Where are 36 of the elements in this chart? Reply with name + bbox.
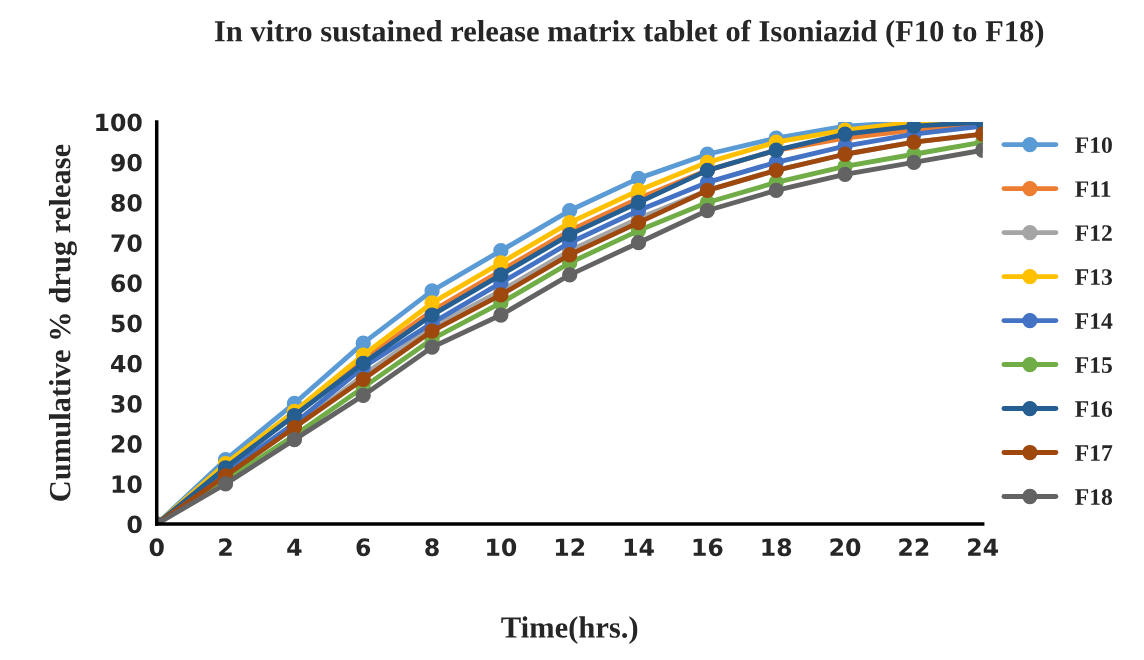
x-tick-label: 4 xyxy=(287,538,302,556)
y-tick-label: 20 xyxy=(111,435,142,453)
legend-label: F15 xyxy=(1075,357,1112,374)
y-tick-label: 50 xyxy=(111,314,142,333)
x-tick-label: 14 xyxy=(624,538,654,556)
y-tick-label: 80 xyxy=(111,193,142,212)
y-tick-label: 10 xyxy=(112,475,142,494)
y-tick-label: 0 xyxy=(127,515,142,534)
legend-label: F17 xyxy=(1075,445,1113,461)
x-tick-label: 18 xyxy=(762,538,792,557)
x-tick-label: 8 xyxy=(425,538,439,557)
y-tick-label: 30 xyxy=(111,394,142,413)
legend-label: F10 xyxy=(1075,137,1112,154)
y-axis-title: Cumulative % drug release xyxy=(48,144,77,501)
y-tick-label: 40 xyxy=(111,354,142,373)
y-tick-label: 90 xyxy=(111,153,142,172)
x-axis-title: Time(hrs.) xyxy=(501,616,638,645)
legend-label: F18 xyxy=(1075,489,1113,505)
x-tick-label: 22 xyxy=(899,538,929,556)
y-tick-label: 100 xyxy=(96,113,142,132)
x-tick-label: 20 xyxy=(830,538,861,557)
legend-label: F11 xyxy=(1075,181,1111,197)
y-tick-label: 60 xyxy=(111,274,142,293)
x-tick-label: 0 xyxy=(149,538,164,557)
x-tick-label: 24 xyxy=(968,538,999,556)
legend-label: F14 xyxy=(1075,313,1113,329)
legend-label: F16 xyxy=(1075,401,1113,418)
legend-label: F13 xyxy=(1075,269,1113,286)
x-tick-label: 2 xyxy=(219,538,232,556)
y-tick-label: 70 xyxy=(111,234,142,252)
x-tick-label: 6 xyxy=(356,538,371,557)
x-tick-label: 10 xyxy=(487,538,517,557)
chart-title: In vitro sustained release matrix tablet of Isoniazid (F10 to F18) xyxy=(214,19,1044,48)
legend-label: F12 xyxy=(1075,225,1112,241)
x-tick-label: 12 xyxy=(555,538,585,556)
x-tick-label: 16 xyxy=(693,538,723,557)
